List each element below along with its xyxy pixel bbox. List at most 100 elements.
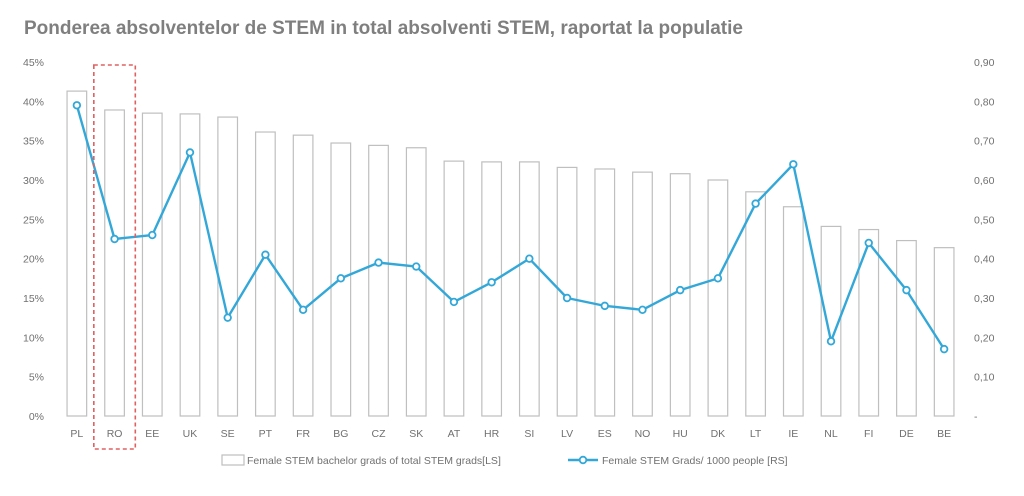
left-tick-label: 40%: [23, 96, 44, 108]
highlight-box-layer: [93, 64, 137, 450]
x-label-ee: EE: [145, 428, 159, 440]
x-label-be: BE: [937, 428, 951, 440]
line-series: [72, 101, 949, 354]
bar-cz: [368, 144, 389, 417]
point-fr: [298, 305, 308, 314]
bar-es: [594, 168, 616, 417]
point-lt: [751, 199, 760, 208]
point-dk: [713, 274, 723, 283]
x-label-nl: NL: [824, 428, 838, 440]
bar-si: [518, 161, 540, 417]
left-tick-label: 25%: [23, 214, 44, 226]
point-si: [525, 254, 534, 263]
left-tick-label: 20%: [23, 254, 44, 266]
point-pt: [261, 250, 270, 259]
right-tick-label: 0,80: [974, 96, 995, 108]
right-tick-label: -: [974, 411, 978, 423]
left-tick-label: 5%: [29, 372, 44, 384]
left-tick-label: 30%: [23, 175, 44, 187]
left-axis-ticks: 0% 5% 10% 15% 20% 25% 30% 35% 40% 45%: [23, 57, 44, 423]
legend-line-marker: [578, 455, 588, 465]
bar-se: [217, 116, 239, 417]
x-label-lt: LT: [750, 428, 762, 440]
series-line: [75, 104, 946, 350]
left-tick-label: 45%: [23, 57, 44, 69]
right-tick-label: 0,10: [974, 372, 995, 384]
highlight-box: [93, 64, 137, 450]
legend-line-label: Female STEM Grads/ 1000 people [RS]: [602, 455, 788, 467]
x-label-hu: HU: [673, 428, 688, 440]
x-label-pl: PL: [70, 428, 83, 440]
bar-fr: [292, 134, 314, 417]
point-sk: [412, 262, 421, 271]
point-fi: [864, 238, 873, 248]
point-bg: [336, 274, 346, 283]
left-tick-label: 15%: [23, 293, 44, 305]
x-label-fr: FR: [296, 428, 310, 440]
point-ee: [148, 230, 157, 240]
point-nl: [826, 337, 836, 346]
bar-pt: [254, 131, 276, 417]
bar-at: [443, 160, 465, 417]
left-tick-label: 35%: [23, 136, 44, 148]
point-lv: [562, 293, 572, 303]
bar-ro: [104, 109, 125, 417]
legend: Female STEM bachelor grads of total STEM…: [221, 454, 788, 467]
point-hr: [487, 278, 496, 287]
x-label-ro: RO: [107, 428, 123, 440]
point-no: [638, 305, 647, 314]
right-tick-label: 0,20: [974, 332, 995, 344]
bar-hr: [481, 161, 503, 417]
x-label-fi: FI: [864, 428, 873, 440]
x-label-si: SI: [524, 428, 534, 440]
bar-be: [933, 247, 955, 417]
bar-lt: [745, 191, 767, 417]
x-label-se: SE: [221, 428, 235, 440]
x-axis-labels: PL RO EE UK SE PT FR BG CZ SK AT HR SI LV ES NO HU DK LT IE…: [70, 428, 951, 440]
x-label-es: ES: [598, 428, 612, 440]
point-hu: [675, 285, 685, 295]
point-be: [939, 344, 949, 354]
bar-sk: [405, 147, 427, 417]
x-label-hr: HR: [484, 428, 500, 440]
x-label-bg: BG: [333, 428, 348, 440]
left-tick-label: 10%: [23, 332, 44, 344]
bar-de: [896, 239, 917, 417]
bar-pl: [66, 90, 88, 417]
right-tick-label: 0,60: [974, 175, 995, 187]
bar-fi: [858, 228, 880, 417]
x-label-uk: UK: [183, 428, 198, 440]
bar-uk: [179, 113, 201, 417]
right-axis-ticks: - 0,10 0,20 0,30 0,40 0,50 0,60 0,70 0,80 0,90: [974, 57, 995, 423]
x-label-dk: DK: [711, 428, 726, 440]
right-tick-label: 0,50: [974, 214, 995, 226]
bar-ie: [782, 206, 804, 417]
bar-dk: [707, 179, 729, 417]
point-ie: [789, 160, 798, 169]
x-label-sk: SK: [409, 428, 423, 440]
bar-lv: [556, 166, 578, 417]
point-es: [600, 301, 609, 311]
left-tick-label: 0%: [29, 411, 44, 423]
x-label-de: DE: [899, 428, 914, 440]
chart-title: Ponderea absolventelor de STEM in total …: [24, 18, 743, 39]
x-label-no: NO: [635, 428, 651, 440]
legend-bar-label: Female STEM bachelor grads of total STEM…: [247, 455, 501, 467]
legend-bar-swatch: [221, 454, 245, 466]
x-label-at: AT: [448, 428, 461, 440]
bar-nl: [820, 225, 842, 417]
x-label-ie: IE: [788, 428, 798, 440]
x-label-cz: CZ: [372, 428, 387, 440]
bar-no: [632, 171, 653, 417]
bar-series: [66, 90, 955, 417]
point-pl: [72, 101, 82, 110]
right-tick-label: 0,30: [974, 293, 995, 305]
x-label-lv: LV: [561, 428, 573, 440]
point-at: [449, 297, 459, 307]
right-tick-label: 0,40: [974, 254, 995, 266]
x-label-pt: PT: [259, 428, 273, 440]
right-tick-label: 0,70: [974, 136, 995, 148]
point-ro: [110, 234, 119, 244]
point-uk: [185, 148, 195, 157]
